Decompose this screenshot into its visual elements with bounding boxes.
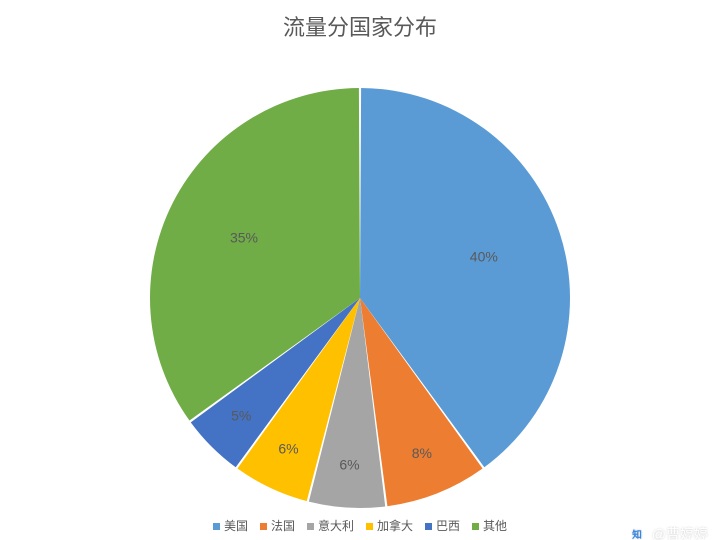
slice-label: 5%	[231, 407, 251, 423]
pie-svg: 40% 8% 6% 6% 5% 35%	[146, 84, 574, 512]
legend-swatch	[425, 523, 432, 530]
legend-swatch	[472, 523, 479, 530]
legend-label: 意大利	[318, 519, 354, 533]
legend-label: 美国	[224, 519, 248, 533]
legend-item: 法国	[260, 517, 295, 534]
legend-item: 美国	[213, 517, 248, 534]
watermark-text: @曹婷婷	[652, 524, 708, 540]
legend-item: 加拿大	[366, 517, 413, 534]
pie-chart: 40% 8% 6% 6% 5% 35%	[146, 84, 574, 517]
legend-swatch	[260, 523, 267, 530]
legend-label: 法国	[271, 519, 295, 533]
legend-swatch	[366, 523, 373, 530]
legend-label: 巴西	[436, 519, 460, 533]
slice-label: 8%	[412, 445, 432, 461]
legend-item: 意大利	[307, 517, 354, 534]
legend-item: 巴西	[425, 517, 460, 534]
zhihu-icon: 知	[628, 525, 646, 540]
svg-text:知: 知	[632, 528, 642, 540]
legend-label: 其他	[483, 519, 507, 533]
legend: 美国 法国 意大利 加拿大 巴西 其他	[0, 517, 720, 534]
legend-item: 其他	[472, 517, 507, 534]
slice-label: 40%	[470, 248, 498, 264]
legend-label: 加拿大	[377, 519, 413, 533]
legend-swatch	[307, 523, 314, 530]
chart-title: 流量分国家分布	[0, 10, 720, 42]
watermark: 知 @曹婷婷	[628, 524, 708, 540]
slice-label: 35%	[230, 230, 258, 246]
slice-label: 6%	[278, 441, 298, 457]
legend-swatch	[213, 523, 220, 530]
slice-label: 6%	[339, 456, 359, 472]
